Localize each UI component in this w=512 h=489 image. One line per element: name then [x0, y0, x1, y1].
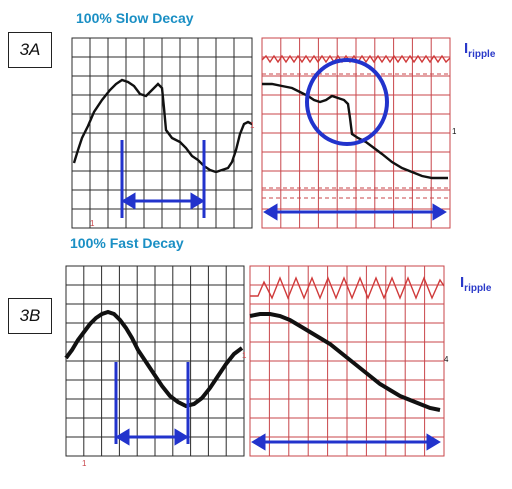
figure-tag-3a: 3A [8, 32, 52, 68]
scope-3b-current: 1 1 [64, 265, 247, 468]
marker-tick-icon: 1 [82, 459, 87, 468]
fast-decay-heading: 100% Fast Decay [70, 235, 184, 251]
dashed-levels [262, 73, 450, 199]
double-arrow-icon [120, 140, 206, 218]
double-arrow-icon [114, 362, 190, 446]
figure-tag-3b-label: 3B [19, 306, 41, 325]
marker-tick-icon: 1 [90, 219, 95, 228]
marker-tick-icon: 1 [452, 127, 457, 136]
double-arrow-icon [251, 433, 441, 451]
slow-decay-heading: 100% Slow Decay [76, 10, 194, 26]
figure-tag-3a-label: 3A [19, 40, 41, 59]
ripple-label-3b: Iripple [460, 274, 491, 294]
ripple-label-3b-main: I [460, 274, 465, 291]
highlight-circle-icon [305, 58, 389, 146]
ripple-label-3a-main: I [464, 40, 469, 57]
scope-3a-current: 1 1 [71, 37, 255, 229]
scope-3b-ripple: 4 [249, 265, 449, 457]
scope-grid [261, 37, 451, 229]
trace-3a-current [72, 78, 253, 174]
figure-tag-3b: 3B [8, 298, 52, 334]
scope-grid [65, 265, 245, 457]
scope-grid [249, 265, 445, 457]
scope-3a-ripple: 1 [261, 37, 457, 229]
ripple-trace-3b [250, 276, 445, 300]
trace-3b-ripple [249, 312, 441, 412]
ripple-label-3a: Iripple [464, 40, 495, 60]
marker-tick-icon: 4 [444, 355, 449, 364]
marker-tick-icon: 1 [242, 351, 247, 360]
marker-tick-icon: 1 [250, 121, 255, 130]
trace-3b-current [64, 309, 244, 409]
ripple-label-3b-sub: ripple [464, 283, 492, 294]
double-arrow-icon [263, 203, 447, 221]
ripple-label-3a-sub: ripple [468, 49, 496, 60]
trace-3a-ripple [262, 82, 448, 180]
